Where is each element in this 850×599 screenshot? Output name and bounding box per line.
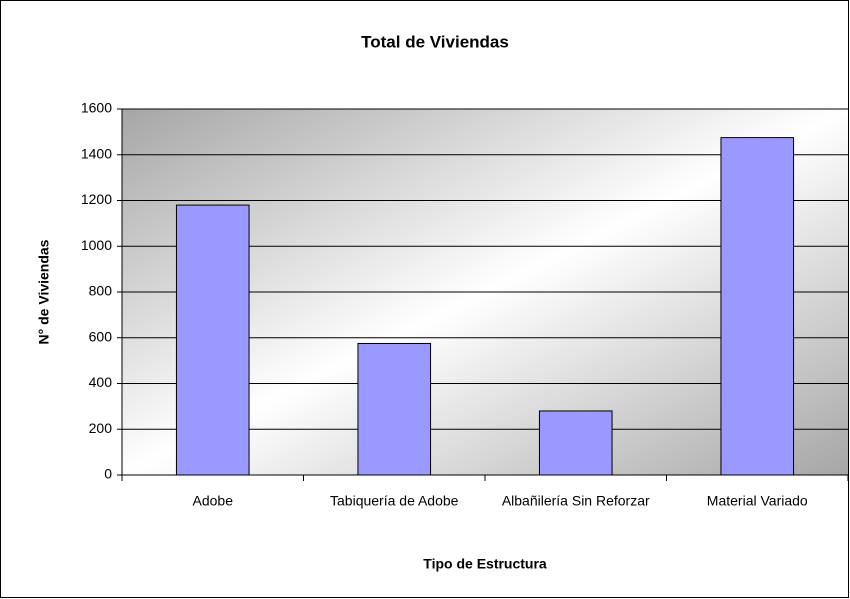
y-tick-label: 0 xyxy=(104,466,112,482)
y-tick-label: 400 xyxy=(89,374,113,390)
x-tick-label: Tabiquería de Adobe xyxy=(330,493,459,509)
y-tick-label: 1600 xyxy=(81,100,112,116)
y-tick-label: 1200 xyxy=(81,191,112,207)
x-axis-title: Tipo de Estructura xyxy=(423,556,547,572)
x-tick-label: Albañilería Sin Reforzar xyxy=(502,493,650,509)
bar xyxy=(175,204,250,476)
y-axis-title: N° de Viviendas xyxy=(36,239,52,344)
y-tick-label: 1400 xyxy=(81,145,112,161)
y-tick-label: 1000 xyxy=(81,237,112,253)
y-tick-label: 600 xyxy=(89,328,113,344)
x-tick-label: Adobe xyxy=(193,493,234,509)
chart-title: Total de Viviendas xyxy=(361,32,509,51)
bar xyxy=(538,410,613,476)
y-tick-label: 800 xyxy=(89,283,113,299)
bar xyxy=(357,342,432,476)
x-tick-label: Material Variado xyxy=(707,493,808,509)
bar xyxy=(720,137,795,476)
y-tick-label: 200 xyxy=(89,420,113,436)
